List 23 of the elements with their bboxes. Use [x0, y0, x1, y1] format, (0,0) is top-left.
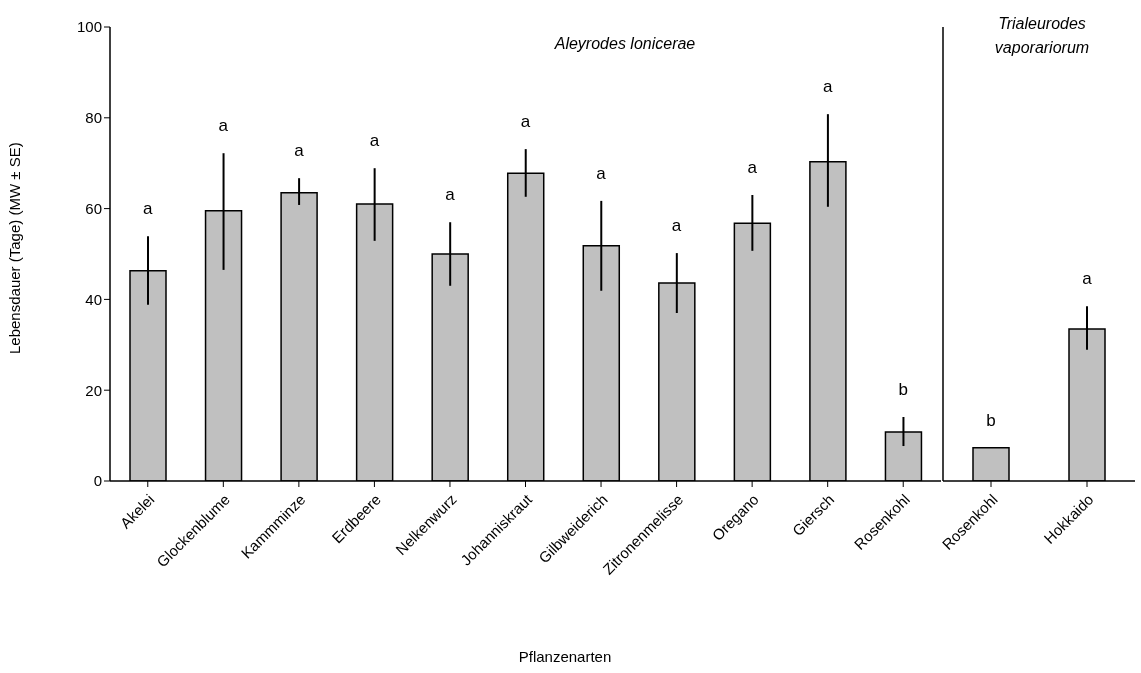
annotation: a [596, 163, 607, 183]
annotation: a [369, 131, 380, 151]
y-tick-label: 60 [85, 199, 102, 217]
x-axis-title: Pflanzenarten [517, 648, 613, 665]
annotation: a [143, 199, 154, 219]
annotation: b [898, 379, 908, 399]
y-tick-label: 100 [76, 18, 102, 36]
annotation: a [671, 216, 682, 236]
annotation: a [747, 157, 758, 177]
y-tick-label: 40 [85, 290, 102, 308]
annotation: a [218, 116, 229, 136]
annotation: a [822, 77, 833, 97]
y-tick-label: 80 [85, 109, 102, 127]
annotation: a [445, 185, 456, 205]
annotation: Trialeurodes vaporariorum [993, 14, 1091, 58]
annotation: a [294, 141, 305, 161]
annotation: a [1082, 269, 1093, 289]
annotation: a [520, 112, 531, 132]
annotation: Aleyrodes lonicerae [553, 34, 697, 54]
annotation: b [986, 410, 996, 430]
y-axis-title: Lebensdauer (Tage) (MW ± SE) [6, 142, 24, 354]
y-tick-label: 20 [85, 381, 102, 399]
y-tick-label: 0 [93, 472, 102, 490]
